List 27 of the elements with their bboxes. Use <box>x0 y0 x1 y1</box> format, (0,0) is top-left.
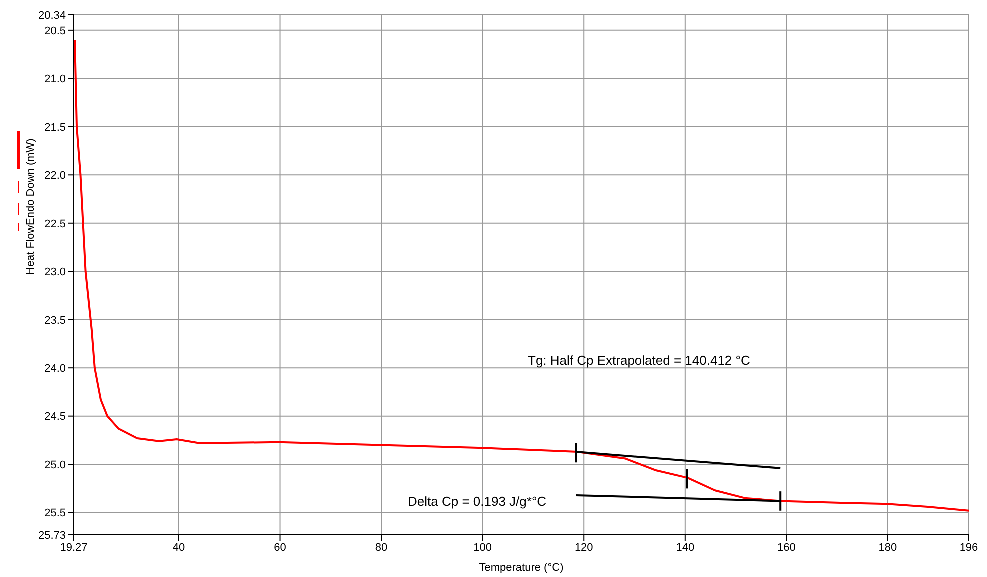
y-axis-title: Heat FlowEndo Down (mW) <box>24 138 37 275</box>
y-tick-label: 22.0 <box>44 170 66 182</box>
x-tick-label: 160 <box>778 542 796 554</box>
x-tick-label: 19.27 <box>60 542 88 554</box>
y-tick-label: 21.5 <box>44 122 66 134</box>
y-tick-label: 23.5 <box>44 314 66 327</box>
x-tick-label: 60 <box>274 542 286 554</box>
y-tick-label: 23.0 <box>44 266 66 279</box>
y-tick-label: 20.5 <box>44 25 66 38</box>
y-tick-label: 22.5 <box>44 218 66 230</box>
y-tick-label: 25.73 <box>38 530 66 542</box>
annotation: Tg: Half Cp Extrapolated = 140.412 °C <box>528 353 750 368</box>
y-tick-label: 25.5 <box>44 508 66 520</box>
x-tick-label: 40 <box>172 542 186 554</box>
x-tick-label: 140 <box>676 542 695 554</box>
y-tick-label: 24.0 <box>44 363 66 376</box>
y-tick-label: 24.5 <box>44 411 66 424</box>
annotation: Delta Cp = 0.193 J/g*°C <box>408 494 547 509</box>
x-tick-label: 100 <box>474 542 492 554</box>
x-tick-label: 196 <box>960 542 978 554</box>
x-tick-label: 120 <box>574 542 594 554</box>
y-tick-label: 21.0 <box>44 74 66 86</box>
y-tick-label: 20.34 <box>38 10 66 22</box>
x-tick-label: 80 <box>375 542 388 554</box>
x-tick-label: 180 <box>878 542 898 554</box>
y-tick-label: 25.0 <box>44 459 66 472</box>
x-axis-title: Temperature (°C) <box>479 562 564 574</box>
